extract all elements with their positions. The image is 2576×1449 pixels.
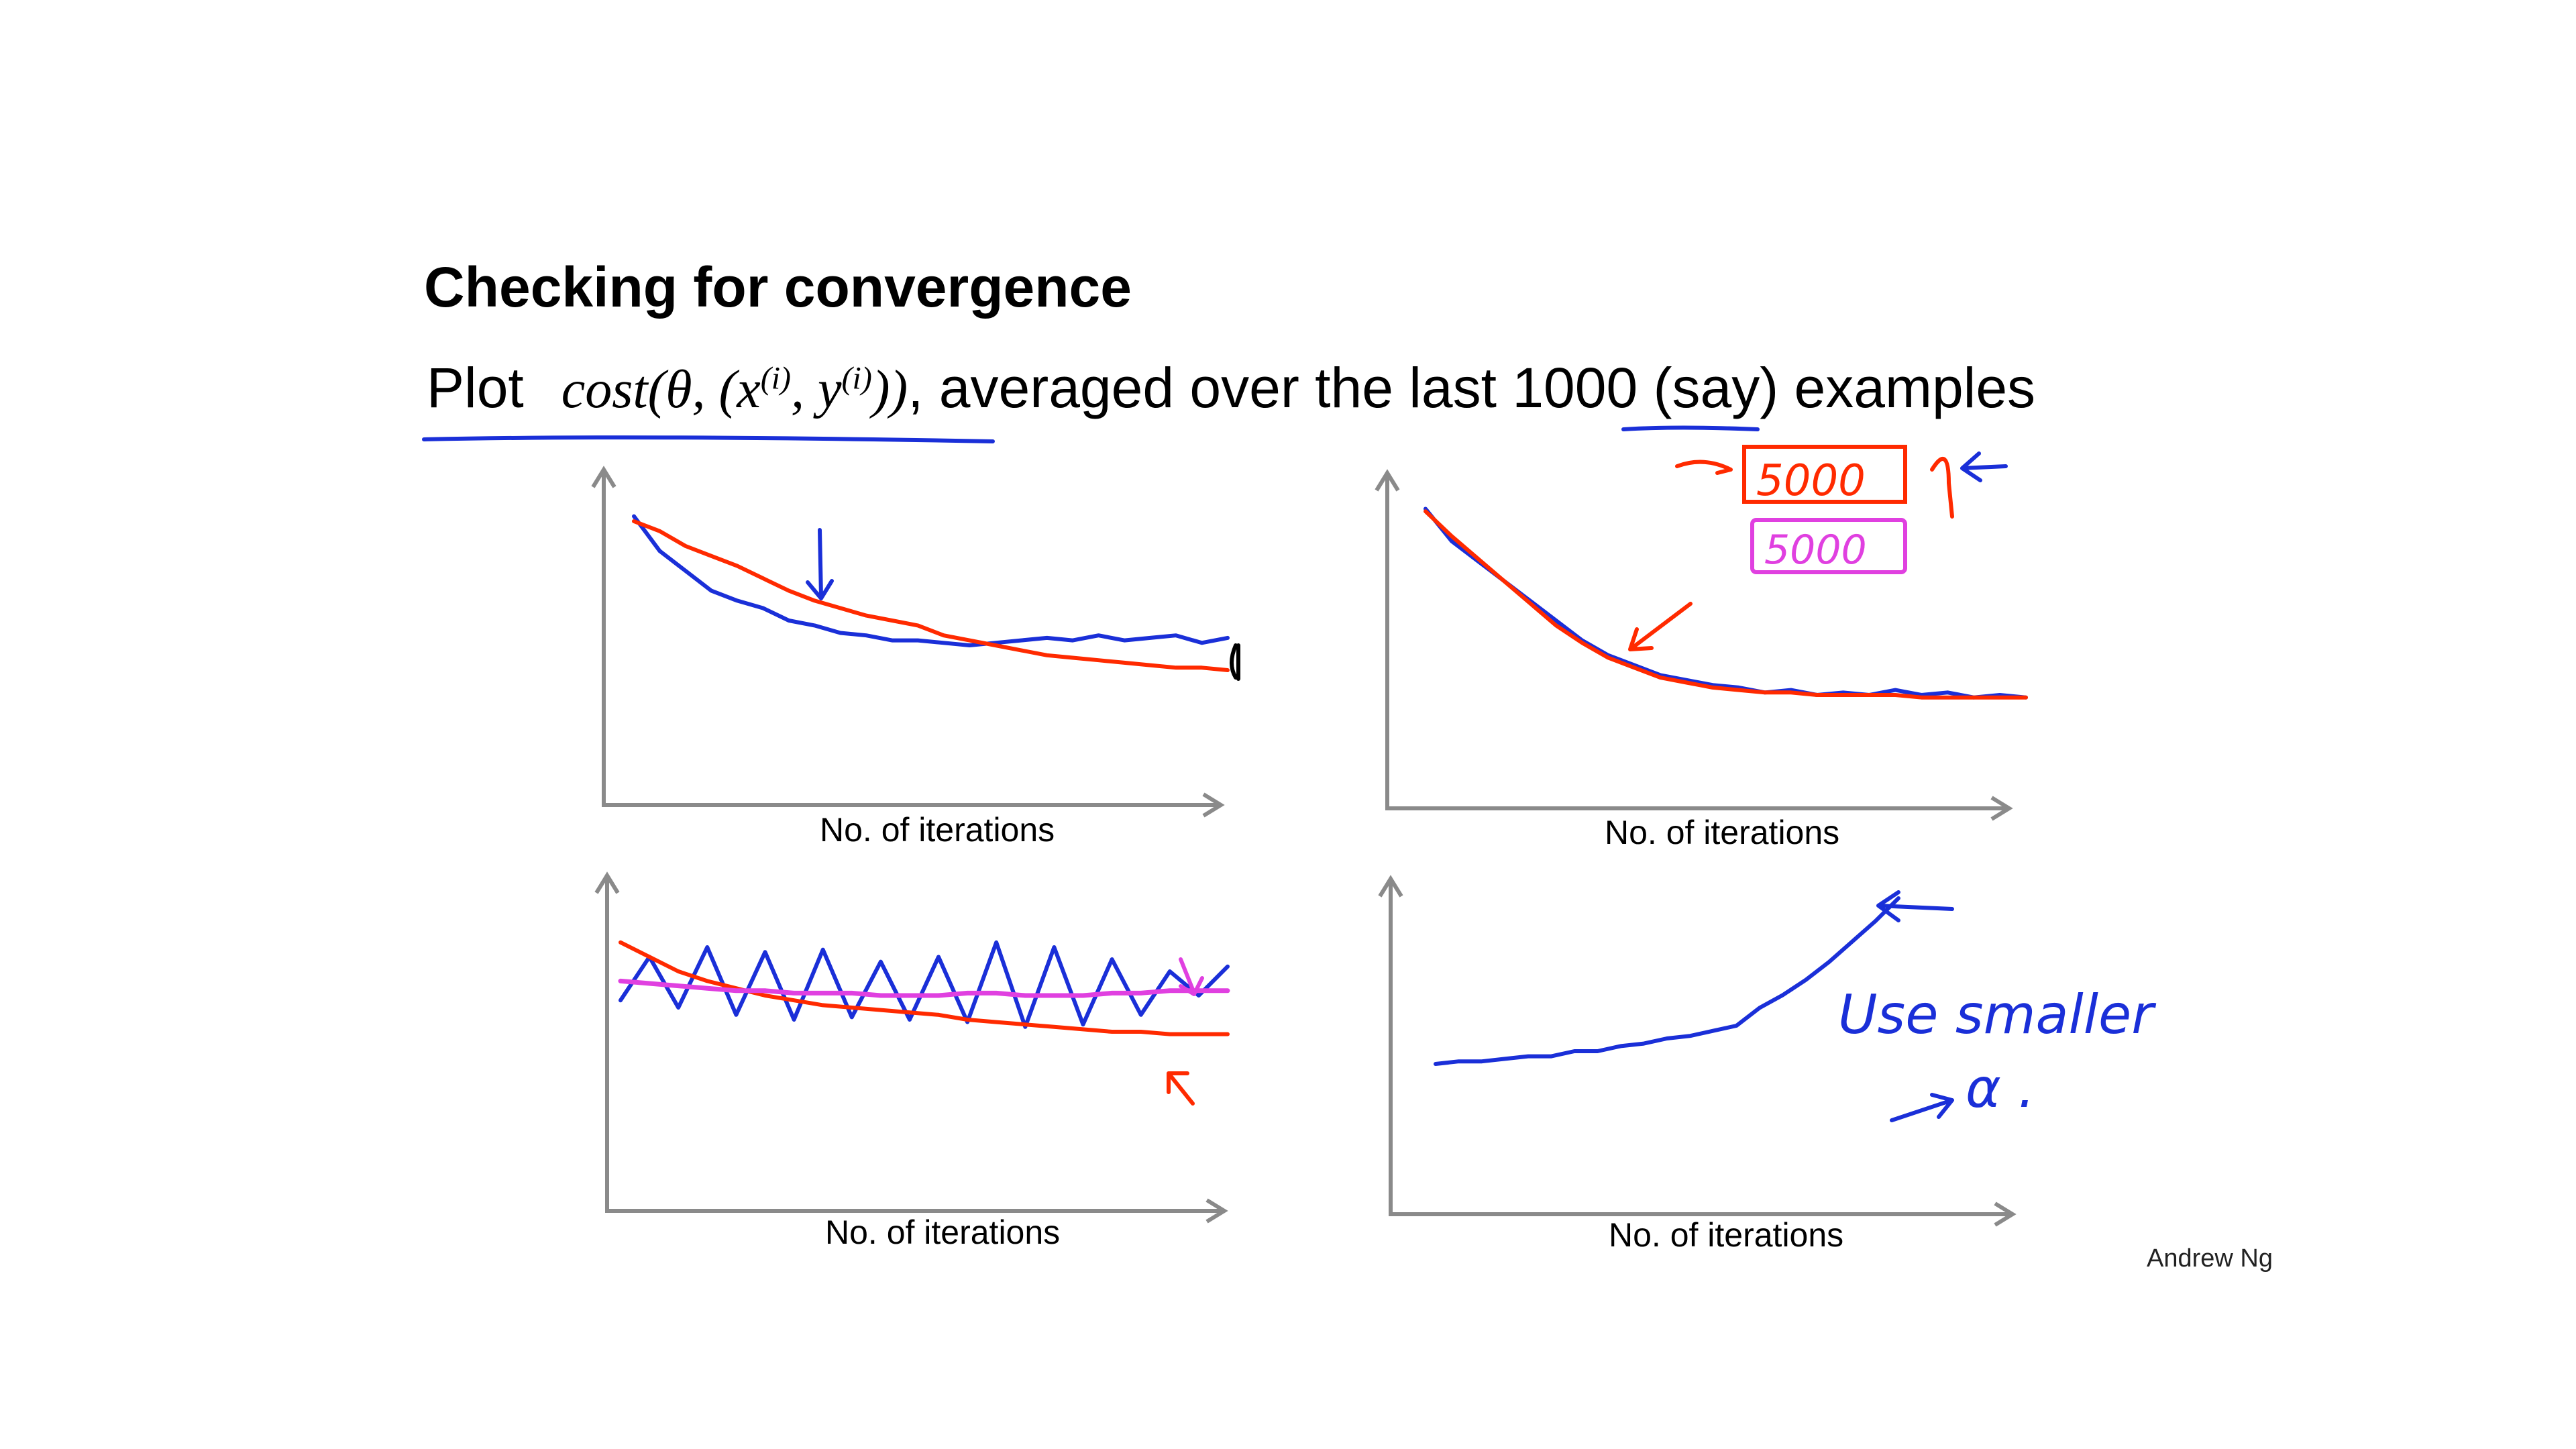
xlabel-chart-4: No. of iterations [1609,1216,1844,1254]
x-axis-arrow-chart-3 [1205,1198,1228,1224]
xlabel-chart-3: No. of iterations [825,1214,1061,1251]
cost-formula: cost(θ, (x(i), y(i))) [561,360,908,419]
formula-sup-y: (i) [841,360,872,396]
up-arrow-chart-1 [1230,643,1240,681]
subtitle-rest: , averaged over the last [908,356,1513,419]
arrow-left-5000 [1675,460,1733,475]
xlabel-chart-2: No. of iterations [1605,814,1840,851]
formula-y: , y [791,360,842,419]
arrow-chart-4 [1876,890,1954,922]
text-alpha: α . [1966,1057,2035,1120]
y-axis-arrow-chart-2 [1375,469,1400,492]
xlabel-chart-1: No. of iterations [820,811,1055,849]
arrow-right-5000 [1930,457,1954,519]
formula-close: )) [871,360,908,419]
subtitle-count: 1000 [1512,356,1638,419]
y-x-axis-chart-4 [1389,879,2012,1216]
series-pink-chart-3 [618,978,1230,998]
y-axis-arrow-chart-3 [594,871,620,894]
y-axis-arrow-chart-1 [591,466,616,488]
arrow-chart-2 [1628,602,1693,651]
subtitle-tail: (say) examples [1638,356,2036,419]
slide-title: Checking for convergence [424,256,1132,319]
y-x-axis-chart-2 [1385,473,2009,810]
y-x-axis-chart-1 [602,470,1221,807]
arrow-chart-1 [806,528,834,600]
blue-arrow-5000 [1960,451,2008,482]
arrow-alpha [1890,1093,1954,1122]
text-use-smaller: Use smaller [1838,983,2157,1046]
series-blue-chart-2 [1424,506,2028,700]
series-blue-chart-4 [1434,896,1900,1066]
pink-arrow-chart-3 [1179,957,1204,996]
series-red-chart-3 [619,940,1230,1036]
box-5000-pink [1750,518,1907,574]
y-x-axis-chart-3 [605,875,1224,1213]
x-axis-arrow-chart-4 [1994,1201,2017,1227]
red-arrow-chart-3 [1167,1071,1195,1106]
box-5000-red [1742,445,1907,504]
text-5000-red: 5000 [1756,456,1866,506]
underline-cost [422,435,995,443]
series-blue-chart-1 [632,514,1230,647]
x-axis-arrow-chart-2 [1990,796,2013,821]
series-red-chart-2 [1424,509,2028,700]
formula-sup-x: (i) [760,360,792,396]
subtitle-plot-word: Plot [427,356,524,419]
x-axis-arrow-chart-1 [1202,792,1225,818]
series-red-chart-1 [632,519,1230,672]
author-credit: Andrew Ng [2147,1244,2273,1273]
series-blue-chart-3 [619,940,1230,1029]
slide-subtitle: Plot cost(θ, (x(i), y(i))), averaged over… [427,356,2035,421]
y-axis-arrow-chart-4 [1378,875,1403,898]
text-5000-pink: 5000 [1764,527,1867,574]
formula-cost: cost(θ, (x [561,360,761,419]
underline-1000 [1621,425,1760,431]
